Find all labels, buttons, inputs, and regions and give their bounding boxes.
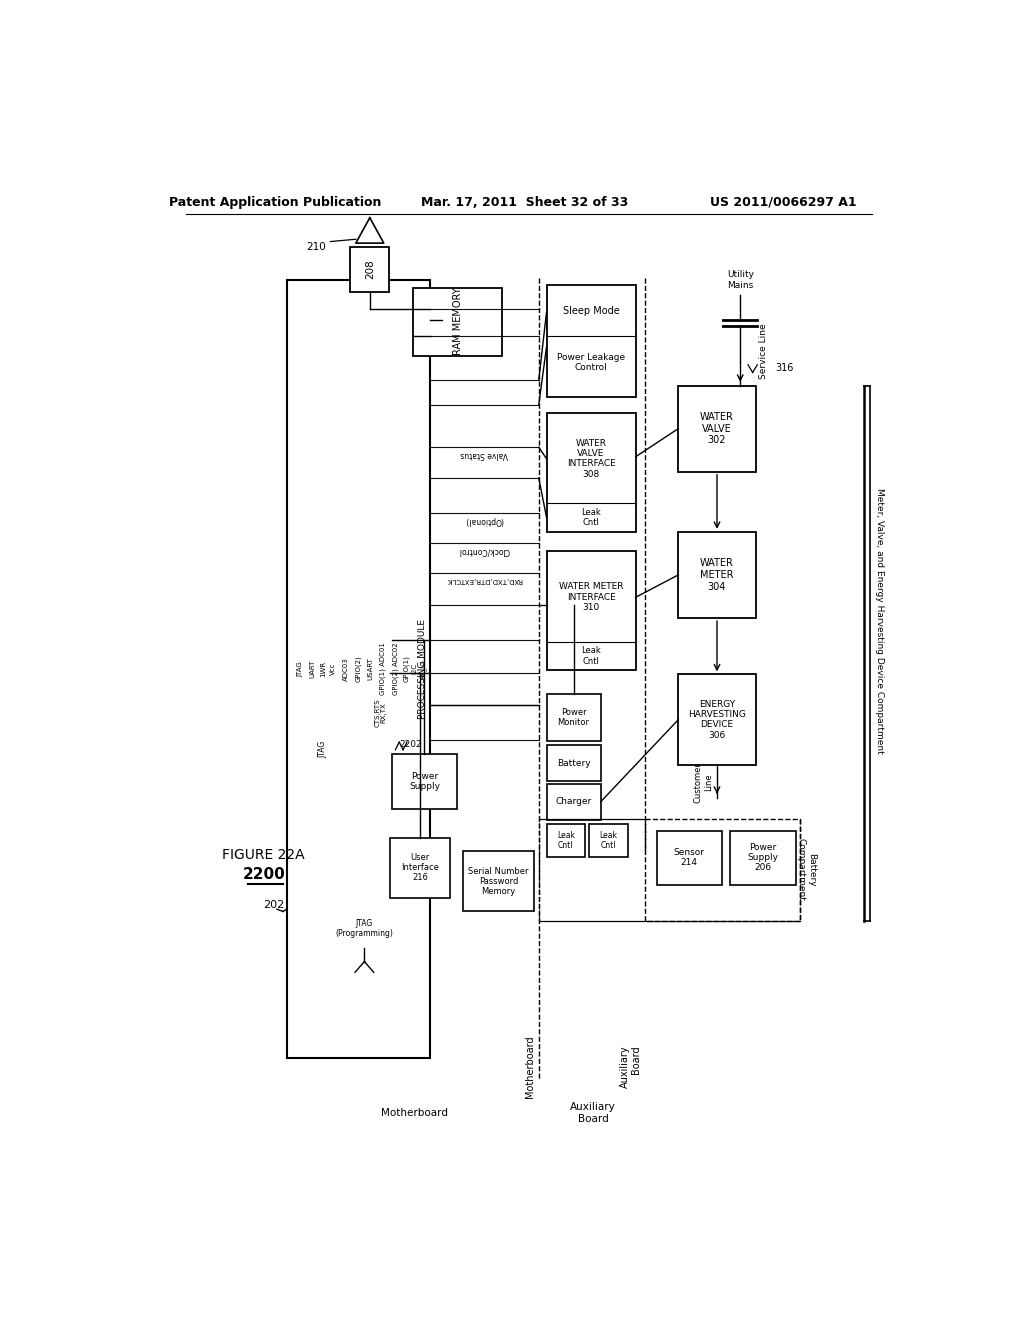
Text: Customer
Line: Customer Line — [693, 762, 713, 803]
Bar — [547, 552, 636, 671]
Bar — [678, 532, 756, 618]
Bar — [390, 837, 451, 898]
Text: Vcc: Vcc — [331, 663, 336, 675]
Text: ADC03: ADC03 — [343, 657, 349, 681]
Text: RF_IO: RF_IO — [420, 659, 427, 678]
Text: UART: UART — [309, 660, 315, 678]
Text: Sleep Mode: Sleep Mode — [562, 306, 620, 315]
Text: JTAG
(Programming): JTAG (Programming) — [336, 919, 393, 939]
Bar — [547, 693, 601, 742]
Text: I2C: I2C — [412, 664, 418, 675]
Text: PROCESSING MODULE: PROCESSING MODULE — [418, 619, 427, 719]
Text: Power
Supply: Power Supply — [409, 772, 440, 791]
Bar — [287, 280, 430, 1057]
Text: Leak
Cntl: Leak Cntl — [599, 830, 617, 850]
Text: RX,TX: RX,TX — [381, 702, 387, 723]
Text: Sensor
214: Sensor 214 — [674, 847, 705, 867]
Bar — [589, 825, 628, 857]
Bar — [547, 825, 586, 857]
Text: Leak
Cntl: Leak Cntl — [582, 507, 601, 527]
Text: Power
Monitor: Power Monitor — [558, 708, 590, 727]
Text: Serial Number
Password
Memory: Serial Number Password Memory — [468, 866, 528, 896]
Text: GPIO(2): GPIO(2) — [355, 656, 361, 682]
Text: RAM MEMORY: RAM MEMORY — [453, 288, 463, 355]
Bar — [391, 754, 458, 809]
Text: GPIO(1): GPIO(1) — [403, 656, 410, 682]
Text: 1WR: 1WR — [321, 661, 327, 677]
Text: Mar. 17, 2011  Sheet 32 of 33: Mar. 17, 2011 Sheet 32 of 33 — [421, 195, 629, 209]
Bar — [547, 784, 601, 820]
Text: Patent Application Publication: Patent Application Publication — [169, 195, 381, 209]
Text: Meter, Valve, and Energy Harvesting Device Compartment: Meter, Valve, and Energy Harvesting Devi… — [876, 487, 885, 754]
Text: Auxiliary
Board: Auxiliary Board — [620, 1045, 641, 1088]
Text: RXD,TXD,DTR,EXTCLK: RXD,TXD,DTR,EXTCLK — [446, 577, 522, 583]
Text: Service Line: Service Line — [759, 323, 768, 379]
Text: US 2011/0066297 A1: US 2011/0066297 A1 — [710, 195, 856, 209]
Text: Battery
Compartment: Battery Compartment — [797, 838, 816, 902]
Bar — [547, 285, 636, 397]
Text: FIGURE 22A: FIGURE 22A — [222, 849, 305, 862]
Text: Clock/Control: Clock/Control — [459, 546, 510, 556]
Text: WATER
VALVE
302: WATER VALVE 302 — [700, 412, 734, 445]
Text: 210: 210 — [306, 242, 326, 252]
Text: Motherboard: Motherboard — [525, 1036, 535, 1098]
Text: Power
Supply
206: Power Supply 206 — [748, 842, 778, 873]
Text: Auxiliary
Board: Auxiliary Board — [570, 1102, 615, 1125]
Text: CTS,RTS: CTS,RTS — [375, 698, 381, 727]
Text: Leak
Cntl: Leak Cntl — [557, 830, 574, 850]
Text: 202: 202 — [263, 900, 285, 911]
Text: Utility
Mains: Utility Mains — [727, 271, 754, 290]
Text: 208: 208 — [365, 260, 375, 279]
Text: WATER
VALVE
INTERFACE
308: WATER VALVE INTERFACE 308 — [566, 438, 615, 479]
Text: 316: 316 — [775, 363, 794, 372]
Text: Valve Status: Valve Status — [461, 450, 508, 459]
Text: Motherboard: Motherboard — [381, 1109, 449, 1118]
Bar — [547, 412, 636, 532]
Text: WATER
METER
304: WATER METER 304 — [700, 558, 734, 591]
Bar — [678, 385, 756, 471]
Bar — [350, 247, 389, 292]
Text: Power Leakage
Control: Power Leakage Control — [557, 352, 625, 372]
Text: Charger: Charger — [555, 797, 592, 807]
Bar — [645, 818, 800, 921]
Text: (Optional): (Optional) — [465, 516, 504, 525]
Bar — [463, 851, 535, 911]
Text: User
Interface
216: User Interface 216 — [401, 853, 439, 883]
Text: USART: USART — [368, 657, 374, 680]
Text: GPIO(1) ADC01: GPIO(1) ADC01 — [380, 643, 386, 696]
Bar — [678, 675, 756, 766]
Text: WATER METER
INTERFACE
310: WATER METER INTERFACE 310 — [559, 582, 624, 612]
Bar — [656, 830, 722, 884]
Bar — [730, 830, 796, 884]
Text: 2200: 2200 — [243, 867, 285, 882]
Text: JTAG: JTAG — [318, 741, 328, 758]
Text: Battery: Battery — [557, 759, 591, 768]
Text: Leak
Cntl: Leak Cntl — [582, 645, 601, 665]
Text: GPIO(2) ADC02: GPIO(2) ADC02 — [392, 643, 398, 696]
Text: JTAG: JTAG — [298, 661, 304, 677]
Bar — [547, 744, 601, 781]
Bar — [414, 288, 503, 355]
Text: 2202: 2202 — [399, 741, 422, 748]
Text: ENERGY
HARVESTING
DEVICE
306: ENERGY HARVESTING DEVICE 306 — [688, 700, 745, 739]
